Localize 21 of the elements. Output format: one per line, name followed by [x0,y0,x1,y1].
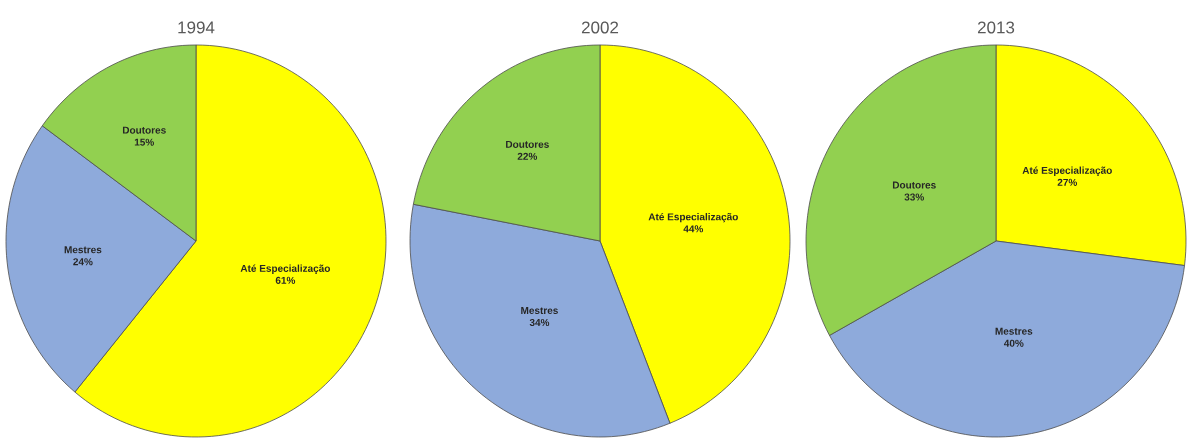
slice-label: Até Especialização [648,212,738,223]
data-label: 33% [904,193,924,201]
data-label: 61% [275,276,296,284]
data-label: 27% [1057,178,1078,186]
data-label: 24% [73,258,93,266]
slice-label: Até Especialização [1022,166,1112,176]
data-label: 15% [134,138,154,146]
slice-label: Doutores [122,126,166,134]
slice-label: Mestres [521,307,558,314]
data-label: 34% [529,318,550,327]
chart-title: 2002 [581,21,619,34]
slice-label: Doutores [892,181,936,189]
data-label: 40% [1003,339,1024,347]
slice-label: Mestres [995,327,1033,335]
data-label: 44% [683,225,704,233]
slice-label: Doutores [506,140,549,148]
slice-label: Mestres [64,246,102,254]
data-label: 22% [517,152,538,160]
chart-title: 2013 [977,21,1015,34]
slice-label: Até Especialização [240,264,330,274]
chart-title: 1994 [178,21,215,34]
